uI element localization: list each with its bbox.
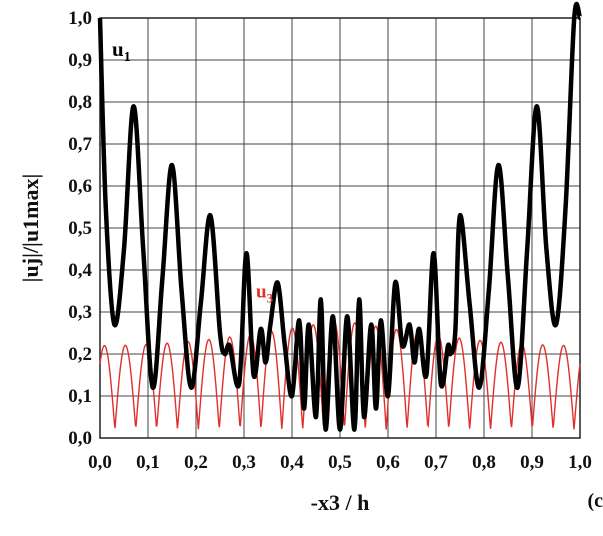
y-tick-label: 0,5	[68, 218, 92, 239]
y-tick-label: 0,9	[68, 50, 92, 71]
y-tick-label: 0,7	[68, 134, 92, 155]
x-tick-label: 0,8	[472, 452, 496, 473]
plot-frame	[99, 17, 581, 439]
x-tick-label: 0,4	[280, 452, 304, 473]
x-tick-label: 0,7	[424, 452, 448, 473]
y-tick-label: 0,6	[68, 176, 92, 197]
x-tick-label: 0,0	[88, 452, 112, 473]
y-tick-label: 0,8	[68, 92, 92, 113]
x-tick-label: 0,9	[520, 452, 544, 473]
panel-label: (c	[587, 490, 603, 512]
series-label-u3: u3	[256, 281, 274, 305]
x-tick-label: 1,0	[568, 452, 592, 473]
x-tick-label: 0,3	[232, 452, 256, 473]
y-tick-label: 0,4	[68, 260, 92, 281]
y-tick-label: 0,3	[68, 302, 92, 323]
y-tick-label: 0,2	[68, 344, 92, 365]
series-line-u3	[99, 320, 581, 430]
series-line-u1	[97, 1, 583, 432]
x-tick-label: 0,2	[184, 452, 208, 473]
x-tick-label: 0,6	[376, 452, 400, 473]
y-axis-label: |uj|/|u1max|	[18, 174, 43, 283]
y-tick-label: 0,1	[68, 386, 92, 407]
x-axis-label: -x3 / h	[311, 490, 370, 515]
x-tick-label: 0,5	[328, 452, 352, 473]
series-label-u1: u1	[112, 37, 131, 65]
x-tick-label: 0,1	[136, 452, 160, 473]
y-tick-label: 0,0	[68, 428, 92, 449]
y-tick-label: 1,0	[68, 8, 92, 29]
